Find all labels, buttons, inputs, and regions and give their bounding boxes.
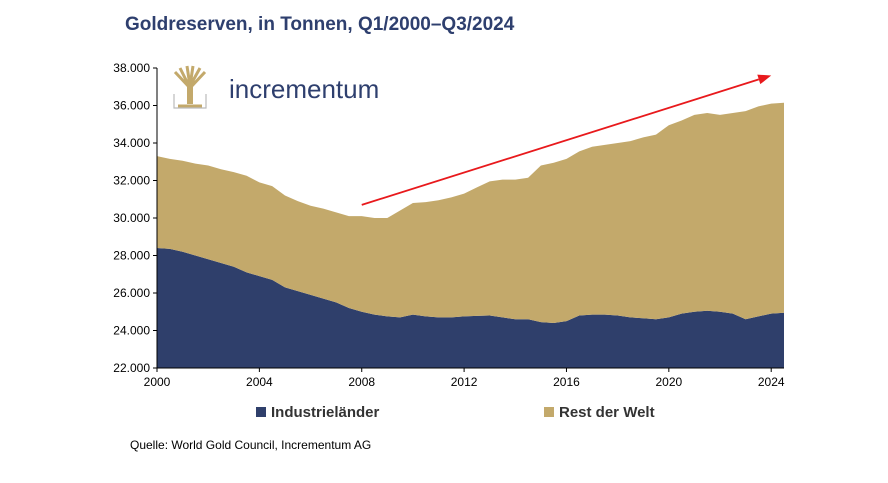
x-tick-label: 2016: [553, 375, 580, 389]
trend-arrow-line: [361, 78, 760, 206]
y-tick-label: 36.000: [113, 99, 150, 113]
x-tick-label: 2008: [348, 375, 375, 389]
x-tick-label: 2020: [655, 375, 682, 389]
trend-arrow: [361, 74, 772, 206]
tree-icon: [173, 65, 207, 108]
x-tick-label: 2024: [758, 375, 785, 389]
x-tick-labels: 2000 2004 2008 2012 2016 2020 2024: [144, 368, 785, 389]
y-tick-label: 34.000: [113, 136, 150, 150]
x-tick-label: 2004: [246, 375, 273, 389]
y-tick-label: 30.000: [113, 211, 150, 225]
legend: Industrieländer Rest der Welt: [256, 404, 655, 421]
legend-swatch-industrielaender: [256, 407, 266, 417]
legend-swatch-rest-der-welt: [544, 407, 554, 417]
area-series-industrielaender: [157, 248, 784, 368]
chart-title: Goldreserven, in Tonnen, Q1/2000–Q3/2024: [125, 14, 515, 35]
legend-label-industrielaender: Industrieländer: [271, 404, 380, 421]
y-tick-label: 26.000: [113, 286, 150, 300]
area-series-rest-der-welt: [157, 102, 784, 323]
area-layer: [157, 102, 784, 368]
x-tick-label: 2000: [144, 375, 171, 389]
y-tick-label: 32.000: [113, 174, 150, 188]
source-note: Quelle: World Gold Council, Incrementum …: [130, 438, 372, 452]
incrementum-logo: incrementum: [173, 65, 379, 109]
y-tick-label: 28.000: [113, 249, 150, 263]
y-tick-label: 22.000: [113, 361, 150, 375]
trend-arrow-head: [757, 74, 772, 85]
y-tick-labels: 22.000 24.000 26.000 28.000 30.000 32.000 34.0…: [113, 61, 157, 375]
logo-frame-icon: [173, 94, 207, 109]
x-tick-label: 2012: [451, 375, 478, 389]
y-tick-label: 38.000: [113, 61, 150, 75]
y-tick-label: 24.000: [113, 324, 150, 338]
legend-label-rest-der-welt: Rest der Welt: [559, 404, 655, 421]
logo-text: incrementum: [229, 74, 379, 104]
